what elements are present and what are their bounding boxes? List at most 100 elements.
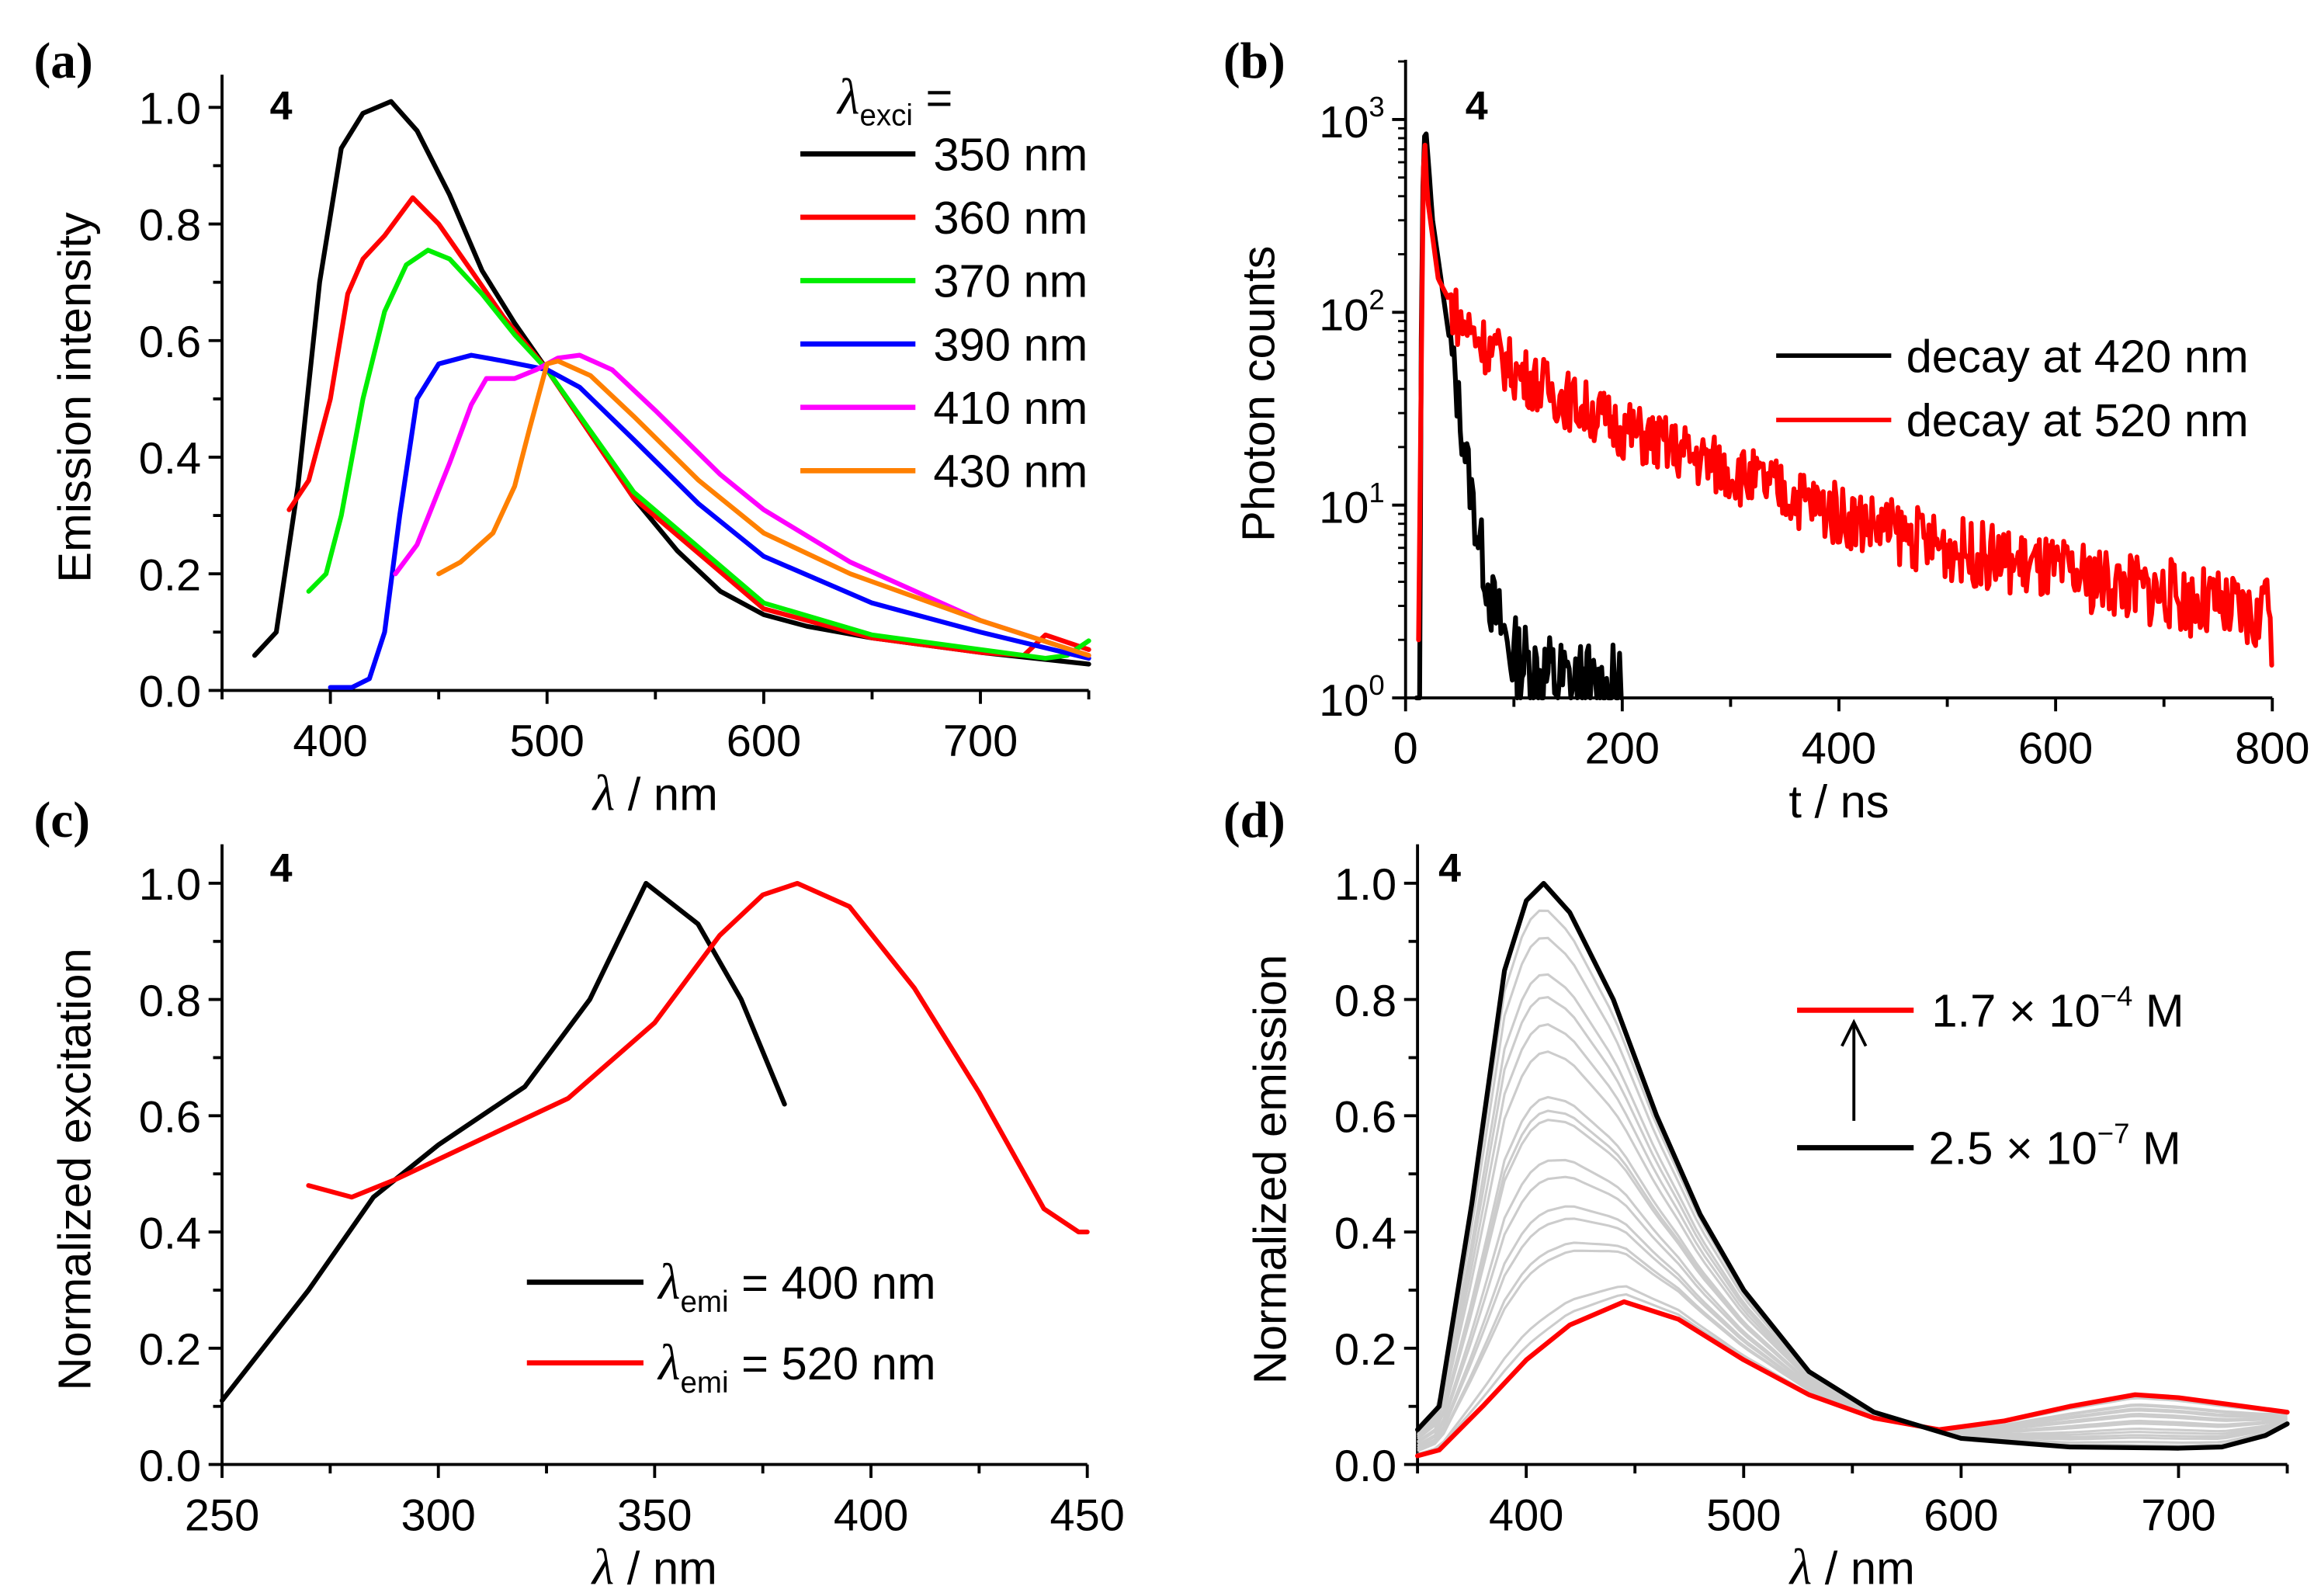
- legend-text: decay at 420 nm: [1906, 330, 2249, 382]
- legend-title-eq: =: [913, 71, 952, 123]
- x-tick-label: 400: [834, 1490, 908, 1540]
- series-line-350-nm: [252, 99, 1091, 667]
- y-tick-label: 1.0: [139, 84, 201, 134]
- y-tick-exp: 2: [1369, 283, 1384, 315]
- legend-symbol: λ: [657, 1254, 680, 1310]
- x-tick-label: 350: [617, 1490, 692, 1540]
- legend-rest: = 520 nm: [729, 1338, 936, 1390]
- series-line--emi-400-nm: [219, 880, 787, 1403]
- y-axis-label: Normalized emission: [1244, 955, 1296, 1385]
- panel-d: 400 500 600 700 0.0 0.2 0.4 0.6 0.8 1.0 λ / nm Norm…: [1223, 793, 2290, 1596]
- compound-label: 4: [1466, 84, 1488, 129]
- y-tick-label: 102: [1319, 283, 1385, 340]
- series-line-2-5-10-7-M: [1415, 880, 2290, 1451]
- y-tick-label: 0.2: [139, 1325, 201, 1375]
- svg-text:1.7 × 10−4 M: 1.7 × 10−4 M: [1931, 980, 2184, 1037]
- legend-title-symbol: λ: [836, 69, 859, 125]
- x-tick-label: 400: [1802, 724, 1876, 774]
- y-tick-label: 0.6: [139, 317, 201, 367]
- y-tick-label: 1.0: [1334, 860, 1396, 910]
- x-axis-symbol: λ: [1788, 1540, 1812, 1596]
- y-tick-base: 10: [1319, 676, 1369, 726]
- legend-rest: = 400 nm: [729, 1257, 936, 1309]
- series-line-410-nm: [393, 352, 1091, 658]
- x-tick-label: 250: [185, 1490, 259, 1540]
- legend-text: 410 nm: [933, 382, 1088, 434]
- legend-sub: emi: [681, 1366, 729, 1400]
- series-line-370-nm: [306, 248, 1091, 661]
- legend-a: λexci =: [836, 69, 952, 132]
- compound-label: 4: [270, 84, 293, 129]
- x-axis-unit: / nm: [614, 1542, 717, 1594]
- y-tick-label: 0.2: [139, 550, 201, 600]
- series-line--emi-520-nm: [306, 880, 1090, 1235]
- x-tick-label: 500: [510, 716, 585, 766]
- y-tick-label: 0.4: [1334, 1209, 1396, 1258]
- y-tick-label: 0.4: [139, 1209, 201, 1258]
- panel-a: 400 500 600 700 0.0 0.2 0.4 0.6 0.8 1.0 λ / nm Emis…: [33, 33, 1091, 821]
- y-tick-label: 0.8: [139, 977, 201, 1026]
- x-tick-label: 500: [1706, 1490, 1781, 1540]
- y-tick-label: 1.0: [139, 860, 201, 910]
- x-tick-label: 0: [1393, 724, 1418, 774]
- y-tick-label: 0.8: [139, 201, 201, 251]
- axes-c: [220, 844, 1088, 1466]
- x-axis-unit: / nm: [615, 768, 718, 820]
- y-tick-label: 0.8: [1334, 977, 1396, 1026]
- panel-label: (d): [1223, 793, 1285, 848]
- legend-text: λemi = 400 nm: [657, 1254, 935, 1319]
- arrow-head-icon: [1840, 1018, 1868, 1047]
- legend-title-sub: exci: [860, 99, 913, 133]
- svg-text:λexci =: λexci =: [836, 69, 952, 132]
- y-tick-base: 10: [1319, 98, 1369, 147]
- panel-c: 250 300 350 400 450 0.0 0.2 0.4 0.6 0.8 1.0 λ / nm N…: [33, 793, 1124, 1596]
- y-tick-label: 0.0: [1334, 1442, 1396, 1491]
- legend-text: decay at 520 nm: [1906, 394, 2249, 446]
- x-tick-label: 700: [943, 716, 1018, 766]
- legend-text: λemi = 520 nm: [657, 1335, 935, 1400]
- y-tick-base: 10: [1319, 484, 1369, 533]
- x-axis-label: λ / nm: [1788, 1540, 1915, 1596]
- compound-label: 4: [1438, 846, 1461, 891]
- intermediate-series-line: [1417, 1292, 2288, 1456]
- x-axis-symbol: λ: [591, 1540, 614, 1596]
- legend-text-low-conc: 2.5 × 10: [1928, 1122, 2097, 1174]
- x-axis-label: λ / nm: [592, 765, 718, 821]
- legend-sub: emi: [681, 1285, 729, 1319]
- x-tick-label: 200: [1585, 724, 1660, 774]
- x-tick-label: 400: [1489, 1490, 1563, 1540]
- x-axis-label: λ / nm: [591, 1540, 717, 1596]
- svg-text:2.5 × 10−7 M: 2.5 × 10−7 M: [1928, 1118, 2180, 1174]
- x-tick-label: 700: [2141, 1490, 2215, 1540]
- series-line-430-nm: [436, 359, 1091, 658]
- y-axis-label: Emission intensity: [49, 212, 101, 583]
- x-tick-label: 400: [293, 716, 367, 766]
- y-tick-exp: 1: [1369, 477, 1384, 508]
- intermediate-series-line: [1417, 1241, 2288, 1452]
- legend-text: 350 nm: [933, 128, 1088, 180]
- y-tick-base: 10: [1319, 290, 1369, 340]
- compound-label: 4: [270, 846, 293, 891]
- series-line-decay-at-520-nm: [1416, 142, 2274, 668]
- x-tick-label: 800: [2235, 724, 2309, 774]
- y-tick-label: 100: [1319, 669, 1385, 726]
- legend-text: 360 nm: [933, 192, 1088, 244]
- y-axis-label: Photon counts: [1232, 246, 1284, 542]
- x-tick-label: 600: [1924, 1490, 1998, 1540]
- y-tick-label: 0.2: [1334, 1325, 1396, 1375]
- y-tick-label: 0.0: [139, 668, 201, 717]
- legend-text-high-conc: 1.7 × 10: [1931, 985, 2100, 1037]
- x-axis-symbol: λ: [592, 765, 615, 821]
- x-tick-label: 450: [1049, 1490, 1124, 1540]
- legend-text: 390 nm: [933, 318, 1088, 370]
- y-axis-label: Normalized excitation: [49, 948, 101, 1390]
- panel-label: (c): [33, 793, 90, 848]
- y-tick-label: 0.6: [139, 1093, 201, 1143]
- legend-text: 370 nm: [933, 255, 1088, 307]
- y-tick-exp: 3: [1369, 91, 1384, 123]
- panel-label: (a): [33, 33, 92, 89]
- legend-text: 430 nm: [933, 446, 1088, 498]
- x-axis-unit: / nm: [1812, 1542, 1915, 1594]
